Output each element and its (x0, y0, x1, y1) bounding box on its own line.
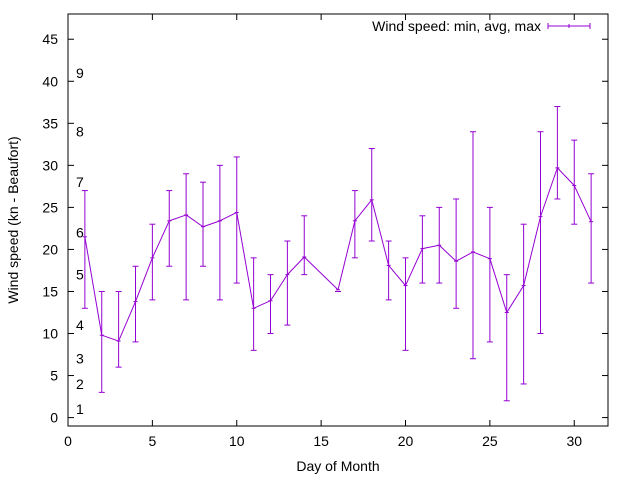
y-tick-label: 5 (50, 368, 58, 384)
error-bar (470, 131, 476, 360)
plot-frame (67, 13, 609, 427)
error-bar (183, 173, 190, 301)
series-line-segment (388, 265, 406, 286)
series-line-segment (354, 199, 373, 222)
x-tick-label: 20 (398, 433, 414, 449)
series-line-segment (270, 274, 288, 301)
series-line-segment (219, 211, 237, 222)
error-bar (436, 206, 443, 284)
series-line-segment (489, 258, 508, 313)
series-line-segment (422, 244, 440, 250)
beaufort-label: 1 (76, 401, 84, 417)
series-line-segment (506, 285, 525, 313)
series-line-segment (303, 256, 339, 291)
y-tick-label: 30 (42, 157, 58, 173)
error-bar (115, 290, 122, 368)
error-bar (537, 131, 544, 335)
x-tick-label: 30 (566, 433, 582, 449)
y-tick-label: 20 (42, 241, 58, 257)
error-bar (250, 257, 257, 351)
series-layer (81, 105, 595, 402)
error-bar (81, 190, 88, 309)
y-tick-label: 35 (42, 115, 58, 131)
series-line-segment (287, 256, 305, 275)
error-bar (520, 223, 527, 385)
y-tick-label: 15 (42, 283, 58, 299)
legend-entry-label: Wind speed: min, avg, max (372, 18, 541, 34)
x-tick-label: 15 (313, 433, 329, 449)
x-tick-label: 25 (482, 433, 498, 449)
series-line-segment (169, 214, 187, 222)
legend-sample (547, 23, 591, 29)
series-line-segment (523, 216, 541, 286)
series-line-segment (135, 257, 153, 302)
beaufort-label: 5 (76, 267, 84, 283)
x-tick-label: 0 (64, 433, 72, 449)
error-bar (351, 190, 358, 259)
legend: Wind speed: min, avg, max (372, 18, 591, 34)
error-bar (200, 181, 206, 267)
x-axis-label: Day of Month (296, 458, 379, 474)
error-bar (419, 215, 426, 284)
error-bar (453, 198, 460, 309)
error-bar (149, 223, 156, 301)
beaufort-label: 7 (76, 174, 84, 190)
error-bar (402, 257, 409, 351)
series-line-segment (455, 251, 474, 262)
beaufort-label: 8 (76, 124, 84, 140)
series-line-segment (118, 301, 136, 342)
y-tick-label: 0 (50, 410, 58, 426)
error-bar (571, 139, 578, 225)
series-line-segment (472, 251, 491, 260)
x-tick-label: 10 (229, 433, 245, 449)
y-tick-label: 45 (42, 31, 58, 47)
series-line-segment (151, 220, 170, 259)
x-tick-label: 5 (148, 433, 156, 449)
beaufort-label: 6 (76, 225, 84, 241)
error-bar (368, 148, 375, 242)
series-line-segment (371, 199, 390, 266)
beaufort-label: 3 (76, 351, 84, 367)
beaufort-label: 4 (76, 317, 84, 333)
series-line-segment (337, 220, 356, 290)
error-bar (335, 289, 341, 292)
error-bar (132, 265, 139, 343)
beaufort-label: 9 (76, 65, 84, 81)
series-line-segment (557, 167, 575, 186)
series-line-segment (573, 185, 592, 222)
error-bar (554, 105, 561, 200)
series-line-segment (438, 244, 457, 262)
beaufort-label: 2 (76, 376, 84, 392)
series-line-segment (540, 167, 558, 217)
y-tick-label: 10 (42, 326, 58, 342)
y-tick-label: 40 (42, 73, 58, 89)
series-line-segment (253, 300, 271, 309)
error-bar (588, 173, 595, 284)
error-bar (301, 215, 308, 276)
y-tick-label: 25 (42, 199, 58, 215)
error-bar (233, 156, 240, 284)
series-line-segment (84, 236, 103, 336)
error-bar (166, 190, 173, 267)
series-line-segment (236, 212, 255, 309)
error-bar (284, 240, 291, 326)
error-bar (486, 206, 493, 343)
series-line-segment (202, 220, 221, 228)
series-line-segment (185, 214, 204, 228)
error-bar (503, 274, 510, 402)
error-bar (385, 240, 392, 301)
error-bar (216, 164, 223, 301)
error-bar (98, 290, 105, 393)
beaufort-labels: 1 2 3 4 5 6 7 8 9 (76, 65, 84, 417)
series-line-segment (405, 248, 423, 286)
y-axis-label: Wind speed (kn - Beaufort) (5, 136, 21, 303)
error-bar (267, 274, 274, 335)
series-line-segment (101, 334, 119, 342)
